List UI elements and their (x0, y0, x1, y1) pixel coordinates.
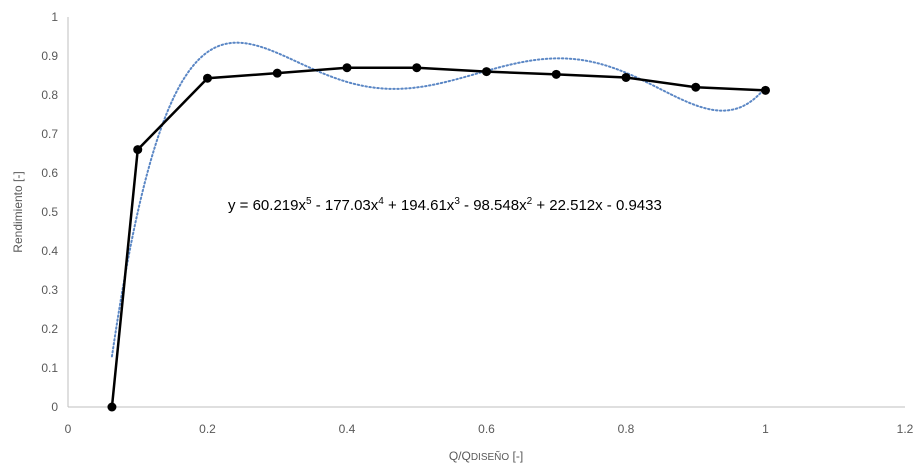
y-tick-labels: 0 0.1 0.2 0.3 0.4 0.5 0.6 0.7 0.8 0.9 1 (41, 10, 58, 414)
x-tick-label: 1 (762, 422, 769, 436)
y-tick-label: 1 (51, 10, 58, 24)
series-markers (107, 63, 770, 412)
y-tick-label: 0.4 (41, 244, 58, 258)
y-tick-label: 0.8 (41, 88, 58, 102)
x-tick-label: 0.8 (618, 422, 635, 436)
y-tick-label: 0.6 (41, 166, 58, 180)
data-point (272, 68, 282, 78)
x-tick-label: 1.2 (897, 422, 914, 436)
data-point (621, 72, 631, 82)
x-tick-label: 0.4 (339, 422, 356, 436)
x-axis-label: Q/QDISEÑO [-] (449, 449, 523, 463)
plot-area (67, 17, 905, 408)
data-point (107, 402, 117, 412)
y-tick-label: 0.2 (41, 322, 58, 336)
y-tick-label: 0.5 (41, 205, 58, 219)
x-tick-labels: 0 0.2 0.4 0.6 0.8 1 1.2 (65, 422, 914, 436)
data-point (342, 63, 352, 73)
y-tick-label: 0.3 (41, 283, 58, 297)
y-tick-label: 0 (51, 400, 58, 414)
data-point (551, 69, 561, 79)
y-tick-label: 0.7 (41, 127, 58, 141)
data-point (761, 85, 770, 95)
trendline-equation: y = 60.219x5 - 177.03x4 + 194.61x3 - 98.… (228, 196, 662, 214)
y-tick-label: 0.1 (41, 361, 58, 375)
y-tick-label: 0.9 (41, 49, 58, 63)
data-point (133, 145, 143, 155)
x-tick-label: 0 (65, 422, 72, 436)
series-line (110, 66, 766, 408)
data-point (412, 63, 422, 73)
y-axis-label: Rendimiento [-] (11, 171, 25, 252)
data-point (691, 82, 701, 92)
polynomial-trendline (110, 41, 767, 358)
data-point (203, 73, 212, 83)
data-point (482, 67, 491, 77)
x-tick-label: 0.6 (478, 422, 495, 436)
x-tick-label: 0.2 (199, 422, 216, 436)
